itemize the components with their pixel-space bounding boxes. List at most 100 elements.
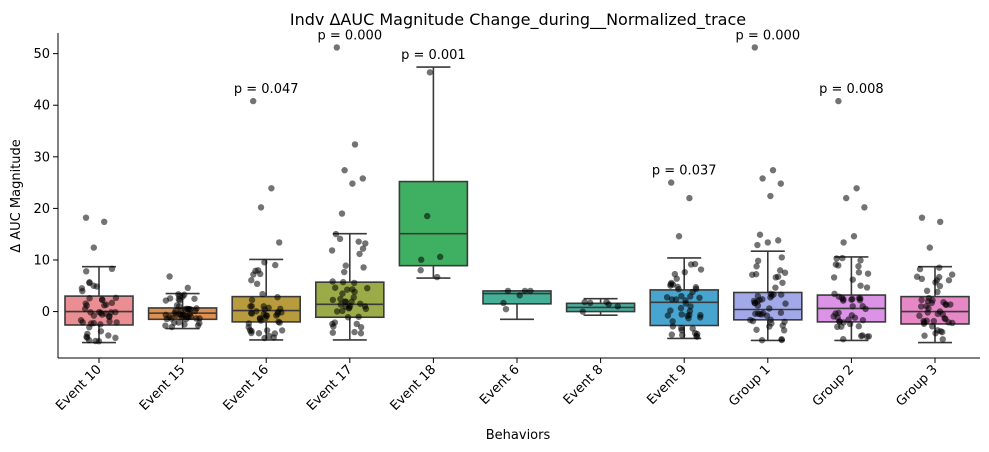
data-point-event-16 [247, 303, 254, 310]
data-point-event-9 [692, 285, 700, 293]
data-point-group-2 [830, 274, 838, 281]
outlier-point-group-1 [751, 44, 758, 51]
data-point-event-16 [260, 303, 267, 310]
data-point-event-10 [82, 300, 89, 307]
data-point-event-17 [350, 294, 357, 301]
data-point-event-16 [245, 323, 252, 331]
data-point-event-17 [356, 250, 363, 258]
data-point-group-2 [859, 316, 867, 324]
outlier-point-event-10 [90, 244, 98, 251]
data-point-event-16 [274, 293, 281, 301]
data-point-group-3 [933, 277, 941, 284]
data-point-event-8 [614, 303, 621, 310]
data-point-event-9 [696, 294, 703, 301]
data-point-event-17 [364, 284, 371, 292]
y-tick-label: 50 [33, 47, 50, 62]
data-point-group-1 [758, 337, 766, 344]
data-point-event-6 [527, 287, 534, 295]
data-point-event-16 [248, 296, 256, 304]
data-point-event-9 [693, 332, 700, 340]
data-point-event-16 [273, 312, 280, 319]
outlier-point-group-3 [926, 244, 933, 251]
outlier-point-event-9 [675, 233, 683, 240]
outlier-point-event-9 [668, 179, 675, 186]
outlier-point-event-17 [333, 44, 340, 51]
data-point-event-9 [671, 270, 679, 278]
data-point-group-3 [917, 303, 925, 310]
data-point-event-17 [341, 268, 348, 276]
data-point-event-10 [79, 287, 86, 295]
data-point-group-1 [778, 254, 786, 261]
data-point-event-10 [106, 318, 113, 325]
data-point-group-2 [839, 254, 846, 262]
outlier-point-group-1 [769, 167, 777, 174]
p-value-group-1: p = 0.000 [735, 28, 800, 43]
data-point-event-16 [255, 330, 263, 337]
data-point-group-2 [855, 269, 863, 276]
data-point-group-3 [930, 317, 938, 325]
data-point-event-17 [332, 230, 340, 238]
data-point-group-1 [778, 336, 785, 344]
data-point-event-9 [681, 268, 688, 276]
data-point-event-16 [257, 270, 264, 278]
p-value-group-2: p = 0.008 [819, 82, 884, 97]
outlier-point-group-3 [937, 218, 944, 226]
data-point-group-3 [939, 311, 946, 318]
data-point-group-1 [747, 316, 754, 324]
data-point-event-6 [521, 287, 529, 295]
data-point-event-18 [418, 256, 425, 263]
data-point-event-17 [329, 329, 337, 336]
data-point-event-9 [669, 318, 676, 325]
x-tick-label-event-17: Event 17 [304, 362, 356, 414]
data-point-event-17 [355, 313, 362, 320]
data-point-event-10 [85, 336, 93, 344]
axes-layer [57, 33, 980, 359]
y-tick-label: 0 [42, 305, 50, 320]
data-point-group-1 [776, 267, 784, 274]
data-point-event-16 [263, 327, 271, 334]
data-point-group-1 [754, 292, 762, 300]
data-point-event-9 [669, 323, 677, 330]
data-point-event-17 [339, 278, 347, 286]
chart-title: Indv ΔAUC Magnitude Change_during__Norma… [290, 10, 746, 30]
data-point-group-3 [939, 336, 946, 343]
data-point-event-10 [83, 268, 90, 275]
data-point-event-10 [112, 334, 119, 342]
data-point-group-1 [759, 296, 766, 303]
data-point-event-16 [256, 314, 264, 322]
data-point-event-10 [112, 294, 120, 302]
outlier-point-event-17 [359, 175, 366, 182]
x-tick-label-event-16: Event 16 [220, 362, 272, 414]
data-point-event-9 [686, 311, 693, 319]
data-point-group-2 [855, 295, 863, 302]
data-point-event-15 [183, 305, 191, 313]
data-point-event-17 [328, 247, 336, 254]
data-point-event-9 [663, 294, 671, 301]
data-point-group-3 [924, 309, 931, 316]
data-point-group-3 [916, 312, 923, 319]
x-tick-label-group-3: Group 3 [893, 362, 940, 409]
data-point-event-9 [689, 325, 696, 332]
data-point-event-17 [333, 308, 341, 315]
data-point-event-15 [191, 295, 198, 302]
data-point-event-17 [331, 284, 339, 291]
data-point-event-8 [603, 298, 610, 306]
data-point-group-1 [767, 316, 774, 323]
data-point-event-10 [90, 319, 98, 327]
data-point-event-16 [277, 305, 284, 313]
data-point-event-17 [336, 235, 344, 243]
data-point-event-9 [687, 261, 695, 268]
outlier-point-event-9 [686, 194, 693, 202]
outlier-point-group-2 [840, 239, 847, 246]
data-point-group-3 [921, 319, 928, 326]
data-point-group-1 [754, 257, 762, 265]
data-point-group-2 [834, 323, 841, 331]
data-point-group-1 [749, 271, 756, 278]
outlier-point-event-17 [341, 167, 348, 174]
data-point-group-1 [767, 290, 774, 297]
data-point-event-8 [581, 298, 588, 306]
y-tick-label: 30 [33, 150, 50, 165]
data-point-event-16 [248, 277, 255, 284]
data-point-event-10 [98, 311, 106, 318]
outlier-point-event-16 [250, 97, 257, 105]
